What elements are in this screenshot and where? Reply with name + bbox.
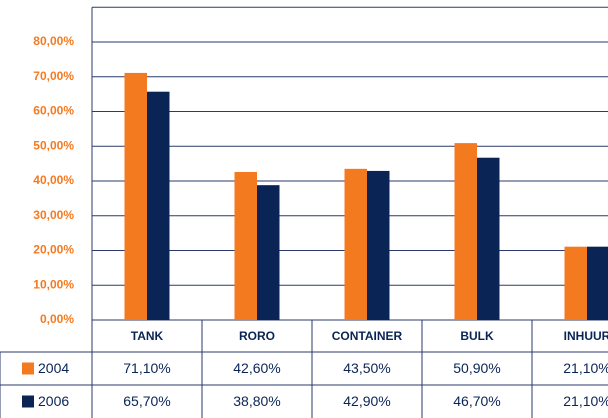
- data-label: 43,50%: [343, 360, 390, 376]
- legend-label: 2004: [38, 360, 69, 376]
- data-label: 65,70%: [123, 393, 170, 409]
- bar: [367, 170, 390, 320]
- bar: [454, 143, 477, 320]
- y-tick-label: 70,00%: [33, 69, 74, 83]
- data-label: 38,80%: [233, 393, 280, 409]
- bar: [124, 72, 147, 321]
- y-tick-label: 20,00%: [33, 243, 74, 257]
- legend-swatch: [22, 362, 34, 375]
- x-tick-label: TANK: [131, 329, 164, 343]
- bar: [147, 91, 170, 320]
- bar: [234, 171, 257, 320]
- y-tick-label: 60,00%: [33, 104, 74, 118]
- data-label: 50,90%: [453, 360, 500, 376]
- x-tick-label: RORO: [239, 329, 275, 343]
- y-tick-label: 50,00%: [33, 138, 74, 152]
- data-label: 42,90%: [343, 393, 390, 409]
- y-tick-label: 30,00%: [33, 208, 74, 222]
- x-tick-label: BULK: [460, 329, 494, 343]
- legend-swatch: [22, 395, 34, 408]
- data-label: 21,10%: [563, 393, 608, 409]
- data-label: 21,10%: [563, 360, 608, 376]
- data-label: 42,60%: [233, 360, 280, 376]
- y-tick-label: 80,00%: [33, 34, 74, 48]
- data-label: 71,10%: [123, 360, 170, 376]
- x-tick-label: CONTAINER: [332, 329, 403, 343]
- x-tick-label: INHUUR: [564, 329, 608, 343]
- data-label: 46,70%: [453, 393, 500, 409]
- y-tick-label: 0,00%: [40, 312, 74, 326]
- y-tick-label: 40,00%: [33, 173, 74, 187]
- y-tick-label: 10,00%: [33, 277, 74, 291]
- legend-label: 2006: [38, 393, 69, 409]
- bar: [587, 246, 608, 320]
- bar: [477, 157, 500, 320]
- bar: [344, 168, 367, 320]
- bar: [257, 185, 280, 320]
- bar: [564, 246, 587, 320]
